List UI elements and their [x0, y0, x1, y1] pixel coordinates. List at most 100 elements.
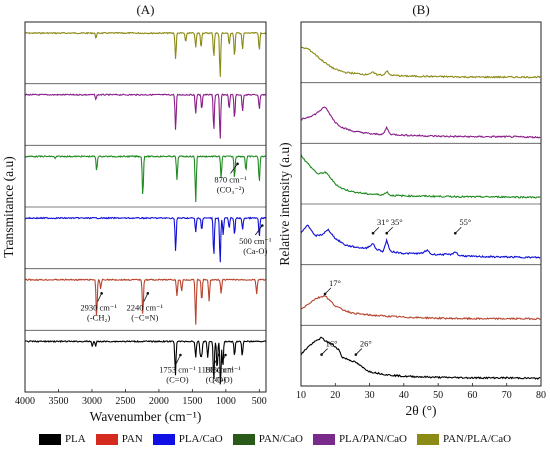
- panel-label: (A): [136, 2, 154, 17]
- x-tick-label: 2500: [115, 396, 135, 407]
- legend-label: PAN/PLA/CaO: [443, 433, 512, 445]
- annotation-label: (−C≡N): [131, 313, 158, 323]
- legend-item: PLA/PAN/CaO: [312, 433, 407, 445]
- annotation-arrow: [455, 226, 462, 234]
- x-tick-label: 70: [502, 390, 512, 401]
- series-line-pan-pla-cao: [24, 31, 267, 77]
- legend-item: PAN: [95, 433, 143, 445]
- annotation-label: (C=O): [166, 374, 188, 384]
- panel-label: (B): [412, 2, 429, 17]
- annotation-arrow: [176, 354, 181, 364]
- y-axis-label: Relative intensity (a.u): [277, 142, 292, 265]
- annotation-label: 17°: [329, 278, 341, 288]
- annotation-label: (Ca-O): [243, 246, 267, 256]
- x-tick-label: 80: [536, 390, 546, 401]
- annotation-label: 2930 cm⁻¹: [80, 303, 117, 313]
- annotation-arrow: [324, 287, 332, 295]
- annotation-label: (CO₃⁻²): [217, 184, 245, 194]
- legend-label: PAN: [121, 433, 143, 445]
- annotation-arrow: [254, 225, 263, 236]
- annotation-label: 16°: [326, 339, 338, 349]
- legend-swatch: [38, 433, 61, 445]
- annotation-arrowhead: [453, 231, 457, 235]
- annotation-label: 2240 cm⁻¹: [127, 303, 164, 313]
- annotation-label: (C-O): [206, 374, 226, 384]
- annotation-label: 500 cm⁻¹: [239, 236, 272, 246]
- annotation-label: 870 cm⁻¹: [214, 174, 247, 184]
- x-axis-label: 2θ (°): [406, 403, 437, 418]
- x-tick-label: 3000: [82, 396, 102, 407]
- annotation-arrow: [372, 226, 380, 234]
- annotation-arrow: [214, 354, 220, 364]
- annotation-arrow: [221, 354, 226, 364]
- series-line-pla-pan-cao: [24, 93, 266, 139]
- x-tick-label: 3500: [48, 396, 68, 407]
- annotation-arrow: [321, 348, 328, 355]
- series-line-pan-cao: [300, 153, 541, 199]
- x-tick-label: 60: [467, 390, 477, 401]
- annotation-arrowhead: [146, 292, 150, 295]
- legend-label: PLA: [64, 433, 86, 445]
- plot-frame: [300, 21, 542, 387]
- annotation-arrowhead: [385, 231, 389, 235]
- annotation-label: (C-O): [212, 374, 232, 384]
- series-line-pan-pla-cao: [300, 46, 541, 79]
- x-tick-label: 2000: [149, 396, 169, 407]
- x-tick-label: 20: [330, 390, 340, 401]
- annotation-arrowhead: [371, 231, 375, 235]
- annotation-arrowhead: [224, 353, 227, 357]
- annotation-arrowhead: [236, 162, 239, 166]
- annotation-arrow: [97, 293, 102, 302]
- series-line-pan-cao: [24, 154, 267, 203]
- legend-item: PAN/PLA/CaO: [417, 433, 511, 445]
- annotation-arrow: [355, 348, 363, 355]
- series-line-pla-cao: [24, 216, 267, 263]
- legend-label: PLA/PAN/CaO: [338, 433, 407, 445]
- annotation-arrowhead: [179, 353, 182, 357]
- annotation-arrow: [143, 293, 149, 302]
- legend-swatch: [152, 433, 175, 445]
- figure: (A) 4000 3500 3000 2500 2000 1500 1000 500 Wavenu…: [1, 2, 546, 424]
- annotation-label: 31°: [377, 217, 389, 227]
- series-line-pla-cao: [300, 224, 541, 259]
- annotation-label: 1080 cm⁻¹: [204, 364, 241, 374]
- series-line-pan: [300, 294, 541, 321]
- annotation-label: 26°: [360, 339, 372, 349]
- annotation-arrowhead: [100, 292, 103, 295]
- legend-swatch: [417, 433, 439, 445]
- annotation-arrowhead: [320, 353, 323, 356]
- annotation-arrow: [386, 226, 393, 234]
- legend-item: PLA/CaO: [152, 433, 223, 445]
- annotation-arrowhead: [217, 353, 221, 357]
- ftir-panel: (A) 4000 3500 3000 2500 2000 1500 1000 500 Wavenu…: [1, 2, 272, 424]
- legend-label: PLA/CaO: [178, 433, 223, 445]
- x-tick-label: 500: [252, 396, 267, 407]
- legend-item: PAN/CaO: [232, 433, 303, 445]
- legend-swatch: [312, 433, 335, 445]
- annotation-label: 1180 cm⁻¹: [198, 364, 235, 374]
- annotation-arrowhead: [323, 292, 327, 296]
- annotation-label: 35°: [391, 217, 403, 227]
- x-tick-label: 50: [433, 390, 443, 401]
- xrd-panel: (B) 10 20 30 40 50 60 70 80 2θ (°) Relative intens…: [277, 2, 546, 418]
- x-tick-label: 40: [399, 390, 409, 401]
- x-tick-label: 4000: [15, 396, 35, 407]
- x-tick-label: 30: [365, 390, 375, 401]
- x-tick-label: 1000: [216, 396, 236, 407]
- plot-frame: [24, 21, 267, 393]
- x-tick-label: 10: [296, 390, 306, 401]
- legend-item: PLA: [38, 433, 86, 445]
- x-tick-label: 1500: [182, 396, 202, 407]
- series-line-pla: [24, 339, 267, 385]
- annotation-label: 1753 cm⁻¹: [159, 364, 196, 374]
- annotation-arrowhead: [354, 353, 358, 356]
- annotation-arrowhead: [261, 224, 264, 227]
- annotation-label: (-CH₂): [87, 313, 110, 323]
- legend-label: PAN/CaO: [258, 433, 303, 445]
- legend-swatch: [95, 433, 118, 445]
- series-line-pan: [24, 278, 266, 325]
- series-line-pla: [300, 336, 541, 380]
- x-axis-label: Wavenumber (cm⁻¹): [90, 409, 202, 424]
- y-axis-label: Transmitance (a.u): [1, 156, 16, 257]
- series-line-pla-pan-cao: [300, 106, 541, 139]
